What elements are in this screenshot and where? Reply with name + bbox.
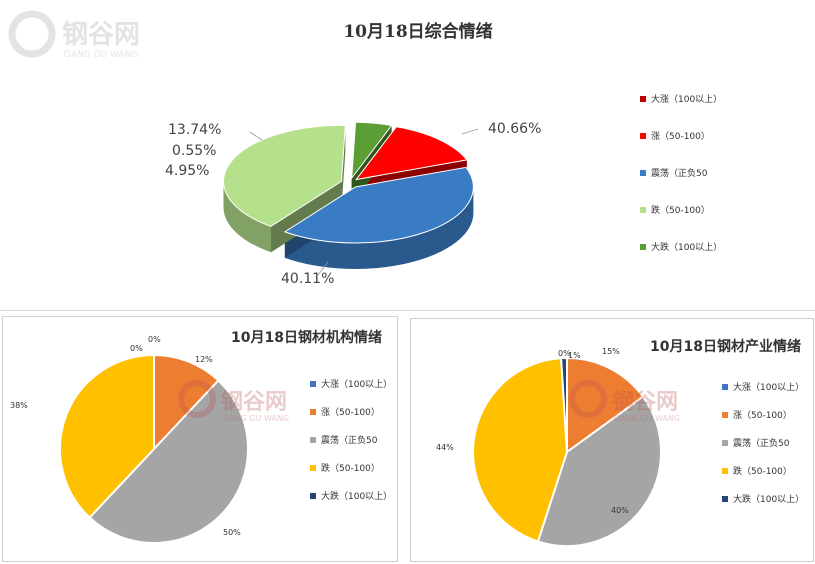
pie-slice <box>153 353 220 452</box>
data-label: 0% <box>558 349 571 358</box>
legend-swatch <box>310 437 316 443</box>
legend-label: 跌（50-100） <box>651 205 710 216</box>
pie-group <box>59 353 249 544</box>
legend-label: 大涨（100以上） <box>321 378 392 390</box>
pie-3d-group <box>223 121 474 269</box>
overall-sentiment-panel: 钢谷网 GANG GU WANG 10月18日综合情绪 13.74% 0.55%… <box>0 10 815 311</box>
watermark-logo: 钢谷网 GANG GU WANG <box>569 380 680 423</box>
data-label-big-fall: 4.95% <box>165 163 209 179</box>
legend-swatch <box>640 133 646 139</box>
legend-label: 大涨（100以上） <box>733 381 804 393</box>
pie-slice-side <box>223 181 271 253</box>
legend-label: 大跌（100以上） <box>651 241 722 253</box>
institution-sentiment-panel: 钢谷网 GANG GU WANG 10月18日钢材机构情绪 0% 0% 12% … <box>2 316 398 562</box>
legend-swatch <box>640 96 646 102</box>
pie-slice-face <box>270 181 342 253</box>
legend-label: 涨（50-100） <box>321 407 380 418</box>
watermark-swirl-icon <box>178 380 216 418</box>
pie-slice <box>355 126 468 181</box>
pie-slice <box>223 124 346 227</box>
leader-line <box>461 128 479 135</box>
watermark-subtext: GANG GU WANG <box>614 414 680 423</box>
data-label: 0% <box>148 335 161 344</box>
industry-sentiment-chart: 钢谷网 GANG GU WANG 10月18日钢材产业情绪 0% 1% 15% … <box>436 338 804 547</box>
chart-title: 10月18日钢材机构情绪 <box>231 329 382 346</box>
data-label: 40% <box>611 506 629 515</box>
pie-slice <box>88 379 249 544</box>
legend: 大涨（100以上） 涨（50-100） 震荡（正负50 跌（50-100） 大跌（100… <box>722 381 804 505</box>
pie-slice <box>472 357 569 543</box>
watermark-logo: 钢谷网 GANG GU WANG <box>8 10 140 60</box>
legend-label: 震荡（正负50 <box>651 167 708 179</box>
watermark-text: 钢谷网 <box>612 389 678 415</box>
leader-line <box>317 261 329 276</box>
legend-swatch <box>640 244 646 250</box>
data-label-fall: 40.11% <box>281 271 334 287</box>
watermark-subtext: GANG GU WANG <box>223 414 289 423</box>
legend-swatch <box>722 468 728 474</box>
data-label: 0% <box>130 344 143 353</box>
watermark-swirl-icon <box>569 380 607 418</box>
legend-swatch <box>722 496 728 502</box>
legend-label: 震荡（正负50 <box>733 437 790 449</box>
legend: 大涨（100以上） 涨（50-100） 震荡（正负50 跌（50-100） 大跌（100… <box>640 93 722 253</box>
watermark-text: 钢谷网 <box>62 20 140 50</box>
legend-label: 跌（50-100） <box>321 463 380 474</box>
legend-swatch <box>640 170 646 176</box>
pie-slice <box>560 356 568 453</box>
data-label-rise: 13.74% <box>168 122 221 138</box>
pie-slice <box>566 356 645 454</box>
watermark-text: 钢谷网 <box>221 389 287 415</box>
pie-slice <box>59 353 155 519</box>
industry-sentiment-panel: 钢谷网 GANG GU WANG 10月18日钢材产业情绪 0% 1% 15% … <box>410 318 814 562</box>
legend-swatch <box>310 381 316 387</box>
legend-swatch <box>722 384 728 390</box>
legend-label: 震荡（正负50 <box>321 434 378 446</box>
legend-swatch <box>310 409 316 415</box>
legend-label: 涨（50-100） <box>733 410 792 421</box>
legend-swatch <box>310 493 316 499</box>
data-label: 15% <box>602 347 620 356</box>
overall-sentiment-chart: 钢谷网 GANG GU WANG 10月18日综合情绪 13.74% 0.55%… <box>8 10 722 287</box>
legend-label: 大跌（100以上） <box>733 493 804 505</box>
data-label: 50% <box>223 528 241 537</box>
pie-slice <box>283 166 474 244</box>
leader-line <box>249 131 263 141</box>
data-label-flat: 40.66% <box>488 121 541 137</box>
legend-label: 大涨（100以上） <box>651 93 722 105</box>
data-label: 44% <box>436 443 454 452</box>
chart-title: 10月18日综合情绪 <box>343 21 492 42</box>
legend-swatch <box>722 412 728 418</box>
legend-swatch <box>722 440 728 446</box>
data-label: 12% <box>195 355 213 364</box>
data-label: 1% <box>568 351 581 360</box>
watermark-subtext: GANG GU WANG <box>64 50 138 60</box>
pie-slice <box>536 395 662 547</box>
legend: 大涨（100以上） 涨（50-100） 震荡（正负50 跌（50-100） 大跌（100… <box>310 378 392 502</box>
legend-swatch <box>640 207 646 213</box>
pie-slice <box>351 121 393 180</box>
pie-slice-side <box>284 186 474 269</box>
legend-label: 大跌（100以上） <box>321 490 392 502</box>
pie-group <box>472 356 662 547</box>
chart-title: 10月18日钢材产业情绪 <box>650 338 801 355</box>
data-label-extra: 0.55% <box>172 143 216 159</box>
legend-label: 跌（50-100） <box>733 466 792 477</box>
watermark-swirl-icon <box>8 10 56 58</box>
institution-sentiment-chart: 钢谷网 GANG GU WANG 10月18日钢材机构情绪 0% 0% 12% … <box>10 329 392 544</box>
data-label: 38% <box>10 401 28 410</box>
legend-swatch <box>310 465 316 471</box>
legend-label: 涨（50-100） <box>651 131 710 142</box>
watermark-logo: 钢谷网 GANG GU WANG <box>178 380 289 423</box>
